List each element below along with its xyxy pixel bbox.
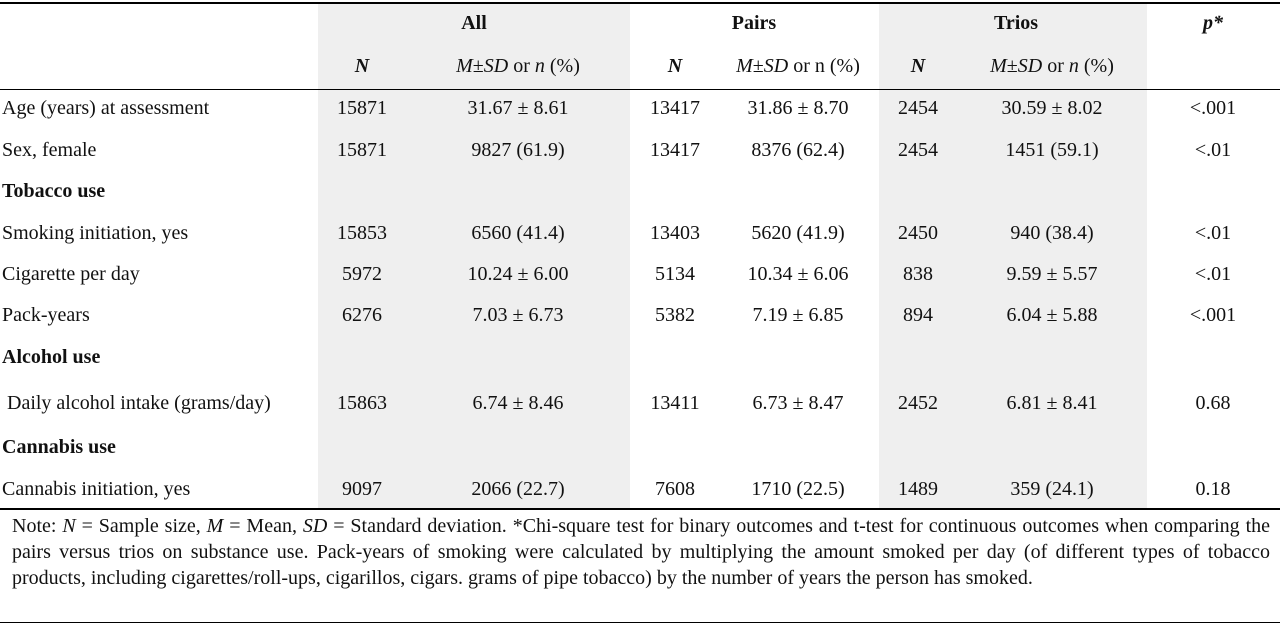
cell-pairs-value: 10.34 ± 6.06 [747,263,849,285]
cell-pairs-value: 6.73 ± 8.47 [752,392,844,414]
row-label: Age (years) at assessment [2,97,210,119]
cell-p-value: 0.68 [1195,392,1231,414]
cell-all-n: 5972 [342,263,382,285]
cell-all-n: 6276 [342,304,382,326]
section-heading-tobacco: Tobacco use [2,180,106,202]
header-rule [0,89,1280,90]
cell-trios-n: 894 [903,304,933,326]
row-label: Smoking initiation, yes [2,222,189,244]
cell-pairs-value: 7.19 ± 6.85 [752,304,844,326]
cell-trios-value: 359 (24.1) [1010,478,1094,500]
row-label: Sex, female [2,139,97,161]
subheader-trios-n: N [910,55,926,77]
row-label: Cigarette per day [2,263,140,285]
row-label: Pack-years [2,304,90,326]
header-trios: Trios [993,12,1039,34]
cell-trios-n: 2450 [898,222,938,244]
trios-column-shading [879,3,1147,508]
top-rule [0,2,1280,4]
cell-all-value: 31.67 ± 8.61 [467,97,569,119]
cell-pairs-n: 5382 [655,304,695,326]
header-p-value: p* [1203,12,1223,34]
subheader-trios-msd: M±SD or n (%) [990,55,1114,77]
cell-trios-value: 6.81 ± 8.41 [1006,392,1098,414]
cell-all-value: 9827 (61.9) [471,139,565,161]
cell-all-n: 15871 [337,139,387,161]
cell-all-value: 6.74 ± 8.46 [472,392,564,414]
cell-trios-value: 30.59 ± 8.02 [1001,97,1103,119]
subheader-all-msd: M±SD or n (%) [456,55,580,77]
cell-trios-value: 1451 (59.1) [1005,139,1099,161]
subheader-pairs-msd: M±SD or n (%) [736,55,860,77]
section-heading-alcohol: Alcohol use [2,346,101,368]
header-pairs: Pairs [731,12,777,34]
cell-all-value: 7.03 ± 6.73 [472,304,564,326]
cell-p-value: <.01 [1194,263,1232,285]
cell-all-n: 9097 [342,478,382,500]
cell-pairs-value: 8376 (62.4) [751,139,845,161]
cell-all-n: 15853 [337,222,387,244]
cell-pairs-value: 1710 (22.5) [751,478,845,500]
cell-pairs-n: 13411 [650,392,700,414]
cell-pairs-n: 5134 [655,263,695,285]
cell-trios-n: 2454 [898,97,938,119]
header-all: All [461,12,487,34]
cell-trios-n: 2452 [898,392,938,414]
cell-all-n: 15863 [337,392,387,414]
bottom-rule [0,508,1280,510]
all-column-shading [318,3,630,508]
cell-trios-value: 940 (38.4) [1010,222,1094,244]
cell-p-value: <.001 [1189,304,1237,326]
row-label: Cannabis initiation, yes [2,478,191,500]
cell-pairs-value: 5620 (41.9) [751,222,845,244]
table-note: Note: N = Sample size, M = Mean, SD = St… [12,515,1270,589]
cell-p-value: <.01 [1194,139,1232,161]
cell-pairs-n: 13403 [650,222,700,244]
cell-pairs-n: 13417 [650,97,700,119]
cell-all-value: 10.24 ± 6.00 [467,263,569,285]
cell-all-n: 15871 [337,97,387,119]
note-bottom-rule [0,622,1280,623]
cell-all-value: 2066 (22.7) [471,478,565,500]
subheader-pairs-n: N [667,55,683,77]
cell-pairs-n: 13417 [650,139,700,161]
cell-trios-value: 6.04 ± 5.88 [1006,304,1098,326]
cell-p-value: 0.18 [1195,478,1231,500]
cell-all-value: 6560 (41.4) [471,222,565,244]
section-heading-cannabis: Cannabis use [2,436,116,458]
cell-trios-n: 1489 [898,478,938,500]
subheader-all-n: N [354,55,370,77]
cell-trios-n: 838 [903,263,933,285]
cell-p-value: <.01 [1194,222,1232,244]
cell-trios-value: 9.59 ± 5.57 [1006,263,1098,285]
cell-pairs-value: 31.86 ± 8.70 [747,97,849,119]
cell-trios-n: 2454 [898,139,938,161]
row-label: Daily alcohol intake (grams/day) [2,392,271,414]
cell-pairs-n: 7608 [655,478,695,500]
cell-p-value: <.001 [1189,97,1237,119]
